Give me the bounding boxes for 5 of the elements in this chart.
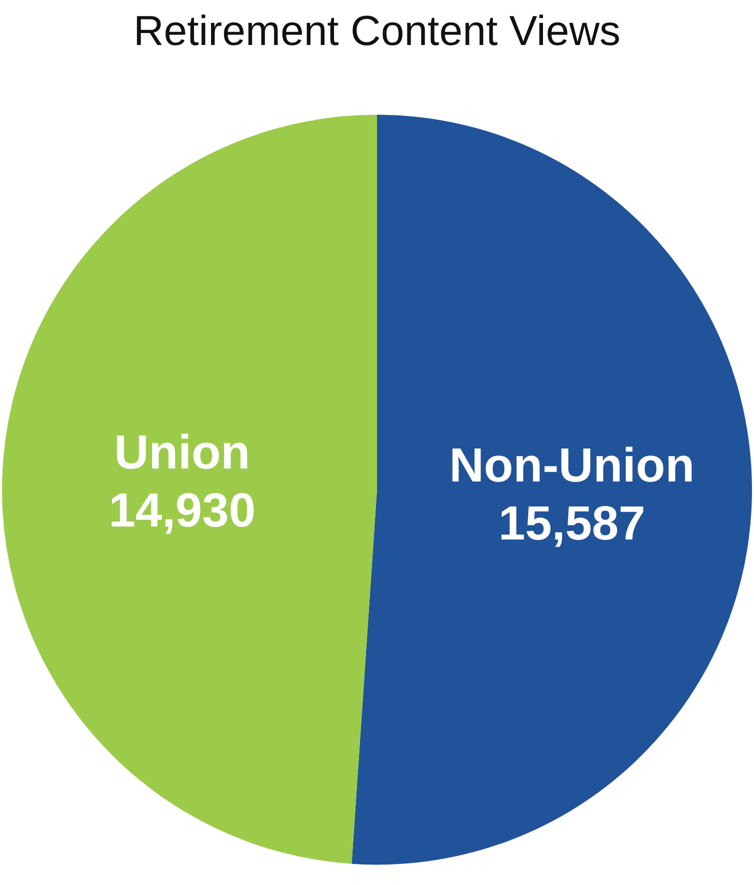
chart-title: Retirement Content Views	[133, 6, 621, 54]
data-label: 15,587	[498, 498, 646, 551]
data-label: 14,930	[108, 484, 256, 538]
slice-label: Non-Union	[449, 440, 695, 493]
slice-label: Union	[114, 426, 250, 480]
